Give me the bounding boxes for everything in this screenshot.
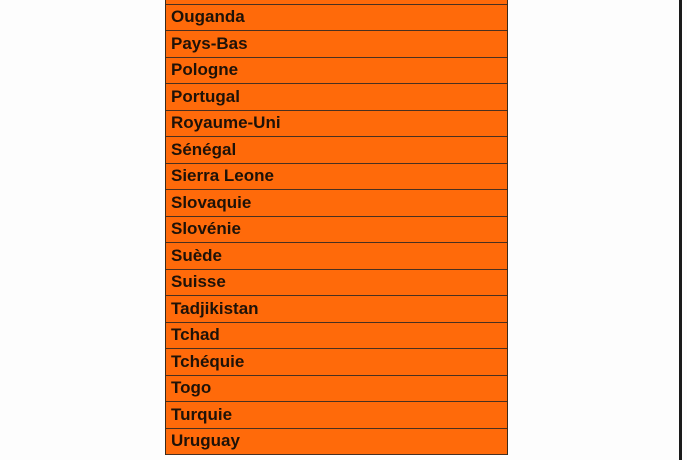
country-name: Royaume-Uni xyxy=(171,113,281,133)
table-row: Royaume-Uni xyxy=(166,110,507,137)
table-row: Tchad xyxy=(166,322,507,349)
country-name: Slovaquie xyxy=(171,192,252,212)
country-name: Sierra Leone xyxy=(171,166,274,186)
table-row: Pays-Bas xyxy=(166,31,507,58)
table-row: Sierra Leone xyxy=(166,163,507,190)
table-row: Uruguay xyxy=(166,428,507,455)
country-name: Slovénie xyxy=(171,219,241,239)
country-name: Tadjikistan xyxy=(171,298,259,318)
table-row: Suisse xyxy=(166,269,507,296)
table-row xyxy=(166,0,507,5)
table-row: Suède xyxy=(166,243,507,270)
table-row: Sénégal xyxy=(166,137,507,164)
table-row: Portugal xyxy=(166,84,507,111)
country-table: Ouganda Pays-Bas Pologne Portugal Royaume-Un… xyxy=(165,0,508,455)
country-name: Pologne xyxy=(171,60,239,80)
table-row: Slovénie xyxy=(166,216,507,243)
country-name: Suède xyxy=(171,245,223,265)
country-name: Tchad xyxy=(171,325,220,345)
country-name: Sénégal xyxy=(171,139,237,159)
country-name: Tchéquie xyxy=(171,351,245,371)
table-row: Ouganda xyxy=(166,4,507,31)
country-name: Turquie xyxy=(171,404,233,424)
table-row: Slovaquie xyxy=(166,190,507,217)
table-row: Tchéquie xyxy=(166,349,507,376)
table-row: Tadjikistan xyxy=(166,296,507,323)
page-border-line xyxy=(679,0,682,460)
country-name: Suisse xyxy=(171,272,226,292)
country-name: Pays-Bas xyxy=(171,33,248,53)
table-row: Togo xyxy=(166,375,507,402)
table-row: Pologne xyxy=(166,57,507,84)
country-name: Togo xyxy=(171,378,212,398)
table-row: Turquie xyxy=(166,402,507,429)
country-name: Ouganda xyxy=(171,7,245,27)
country-name: Portugal xyxy=(171,86,240,106)
country-name: Uruguay xyxy=(171,431,240,451)
